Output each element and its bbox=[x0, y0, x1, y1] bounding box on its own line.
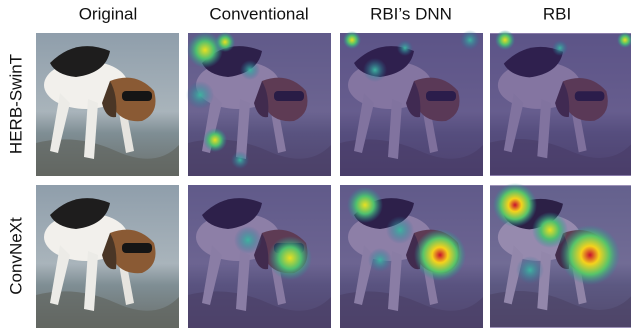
row-label: HERB-SwinT bbox=[6, 54, 25, 154]
column-header: Conventional bbox=[209, 4, 308, 23]
image-original bbox=[36, 185, 179, 328]
column-header: RBI bbox=[543, 4, 571, 23]
image-heatmap bbox=[188, 185, 331, 328]
image-heatmap bbox=[186, 32, 331, 176]
figure: Original Conventional RBI’s DNN RBI HERB… bbox=[0, 0, 631, 333]
image-heatmap bbox=[490, 183, 631, 328]
image-heatmap bbox=[340, 185, 483, 328]
image-heatmap bbox=[340, 30, 483, 176]
column-header: RBI’s DNN bbox=[370, 4, 452, 23]
page: {"figure": {"columns": ["Original", "Con… bbox=[0, 0, 631, 333]
column-header: Original bbox=[79, 4, 138, 23]
image-original bbox=[36, 33, 179, 176]
image-heatmap bbox=[490, 30, 631, 176]
row-label: ConvNeXt bbox=[6, 217, 25, 295]
